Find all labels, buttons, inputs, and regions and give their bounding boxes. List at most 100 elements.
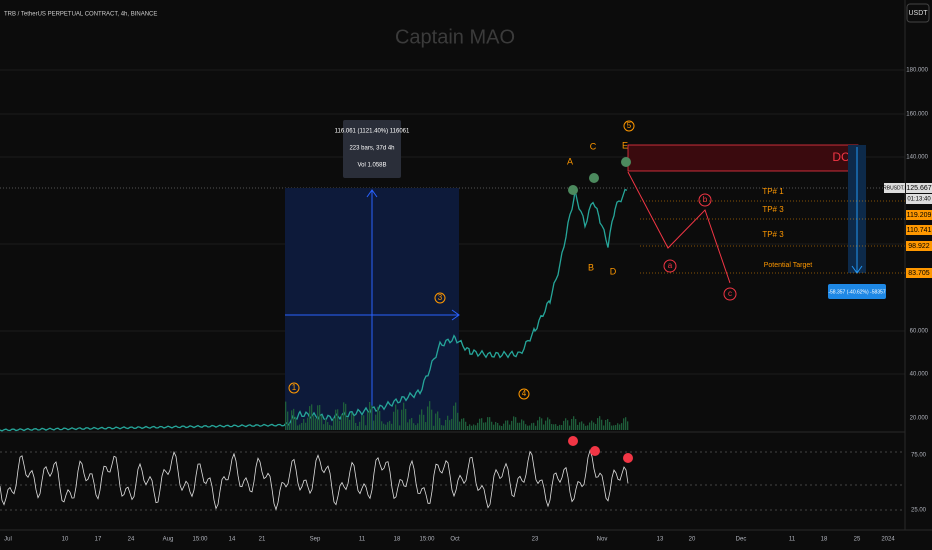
volume-bar: [295, 416, 297, 430]
volume-bar: [319, 404, 321, 430]
volume-bar: [443, 425, 445, 430]
volume-bar: [625, 417, 627, 430]
volume-bar: [453, 405, 455, 430]
volume-bar: [493, 424, 495, 430]
wave-label: 1: [292, 383, 297, 392]
volume-bar: [407, 422, 409, 430]
volume-bar: [369, 401, 371, 430]
volume-bar: [357, 425, 359, 430]
volume-bar: [337, 409, 339, 430]
tag-bg: [906, 194, 932, 204]
volume-bar: [557, 425, 559, 430]
volume-bar: [291, 410, 293, 430]
wave-letter: E: [622, 140, 628, 150]
rsi-dot: [590, 446, 600, 456]
volume-bar: [555, 424, 557, 430]
volume-bar: [543, 424, 545, 430]
volume-bar: [559, 424, 561, 430]
volume-bar: [477, 422, 479, 430]
wave-circle: [434, 292, 446, 304]
target-lines: [640, 200, 905, 274]
volume-bar: [509, 424, 511, 430]
volume-bar: [411, 417, 413, 430]
signal-dot: [568, 185, 578, 195]
time-label: 11: [359, 537, 366, 543]
volume-bar: [467, 425, 469, 430]
volume-bar: [581, 421, 583, 430]
tag-text: 98.922: [908, 243, 930, 250]
volume-bar: [471, 425, 473, 430]
wave-letter: C: [590, 141, 597, 151]
volume-bar: [445, 419, 447, 430]
volume-bar: [495, 421, 497, 430]
volume-bar: [413, 423, 415, 430]
volume-bar: [485, 422, 487, 430]
dca-zone: [627, 144, 859, 172]
volume-bar: [575, 418, 577, 430]
time-label: 2024: [881, 537, 895, 543]
price-label: 20.000: [910, 416, 929, 422]
volume-bar: [439, 418, 441, 430]
time-label: 11: [789, 537, 796, 543]
time-label: 14: [229, 537, 236, 543]
volume-bar: [595, 423, 597, 430]
volume-bar: [327, 422, 329, 430]
volume-bar: [583, 423, 585, 430]
volume-bar: [349, 419, 351, 430]
watermark: Captain MAO: [395, 26, 515, 48]
time-label: 21: [259, 537, 266, 543]
volume-bar: [363, 415, 365, 430]
volume-bar: [573, 416, 575, 430]
volume-bar: [365, 425, 367, 430]
corr-circle: [663, 259, 677, 273]
volume-bar: [511, 420, 513, 430]
tag-bg: [906, 183, 932, 193]
price-label: 140.000: [906, 155, 928, 161]
volume-bar: [503, 423, 505, 430]
measure-line: 223 bars, 37d 4h: [349, 146, 394, 152]
volume-bar: [387, 422, 389, 430]
time-label: Aug: [163, 537, 174, 543]
volume-bar: [515, 417, 517, 430]
tag-bg: [906, 210, 932, 220]
volume-bar: [585, 425, 587, 430]
volume-bar: [311, 404, 313, 430]
volume-bar: [613, 425, 615, 430]
measure-arrow-right: [451, 309, 460, 321]
volume-bar: [563, 420, 565, 430]
volume-bar: [385, 424, 387, 430]
volume-bar: [553, 424, 555, 430]
price-label: 40.000: [910, 372, 929, 378]
corr-label: c: [728, 289, 732, 298]
corr-label: b: [703, 195, 708, 204]
measure-tooltip: [343, 120, 401, 178]
volume-bar: [521, 419, 523, 430]
rsi-dot: [623, 453, 633, 463]
volume-bar: [481, 418, 483, 430]
volume-bar: [457, 412, 459, 430]
volume-bar: [441, 425, 443, 430]
wave-circle: [623, 120, 635, 132]
rsi-dot: [568, 436, 578, 446]
rsi-line: [0, 449, 629, 511]
volume-bar: [533, 422, 535, 430]
volume-bar: [375, 414, 377, 430]
wave-letter: D: [610, 266, 617, 276]
time-label: 10: [62, 537, 69, 543]
short-tooltip: [828, 284, 886, 299]
volume-bar: [355, 422, 357, 430]
volume-bar: [297, 425, 299, 430]
wave-letter: B: [588, 262, 594, 272]
time-label: Nov: [597, 537, 608, 543]
volume-bar: [519, 422, 521, 430]
volume-bar: [425, 422, 427, 430]
volume-bar: [335, 409, 337, 430]
target-label: TP# 3: [762, 205, 784, 214]
volume-bar: [379, 410, 381, 430]
currency-button[interactable]: [906, 3, 930, 23]
volume-bar: [547, 417, 549, 430]
volume-bar: [401, 409, 403, 430]
volume-bar: [513, 416, 515, 430]
volume-bar: [505, 420, 507, 430]
